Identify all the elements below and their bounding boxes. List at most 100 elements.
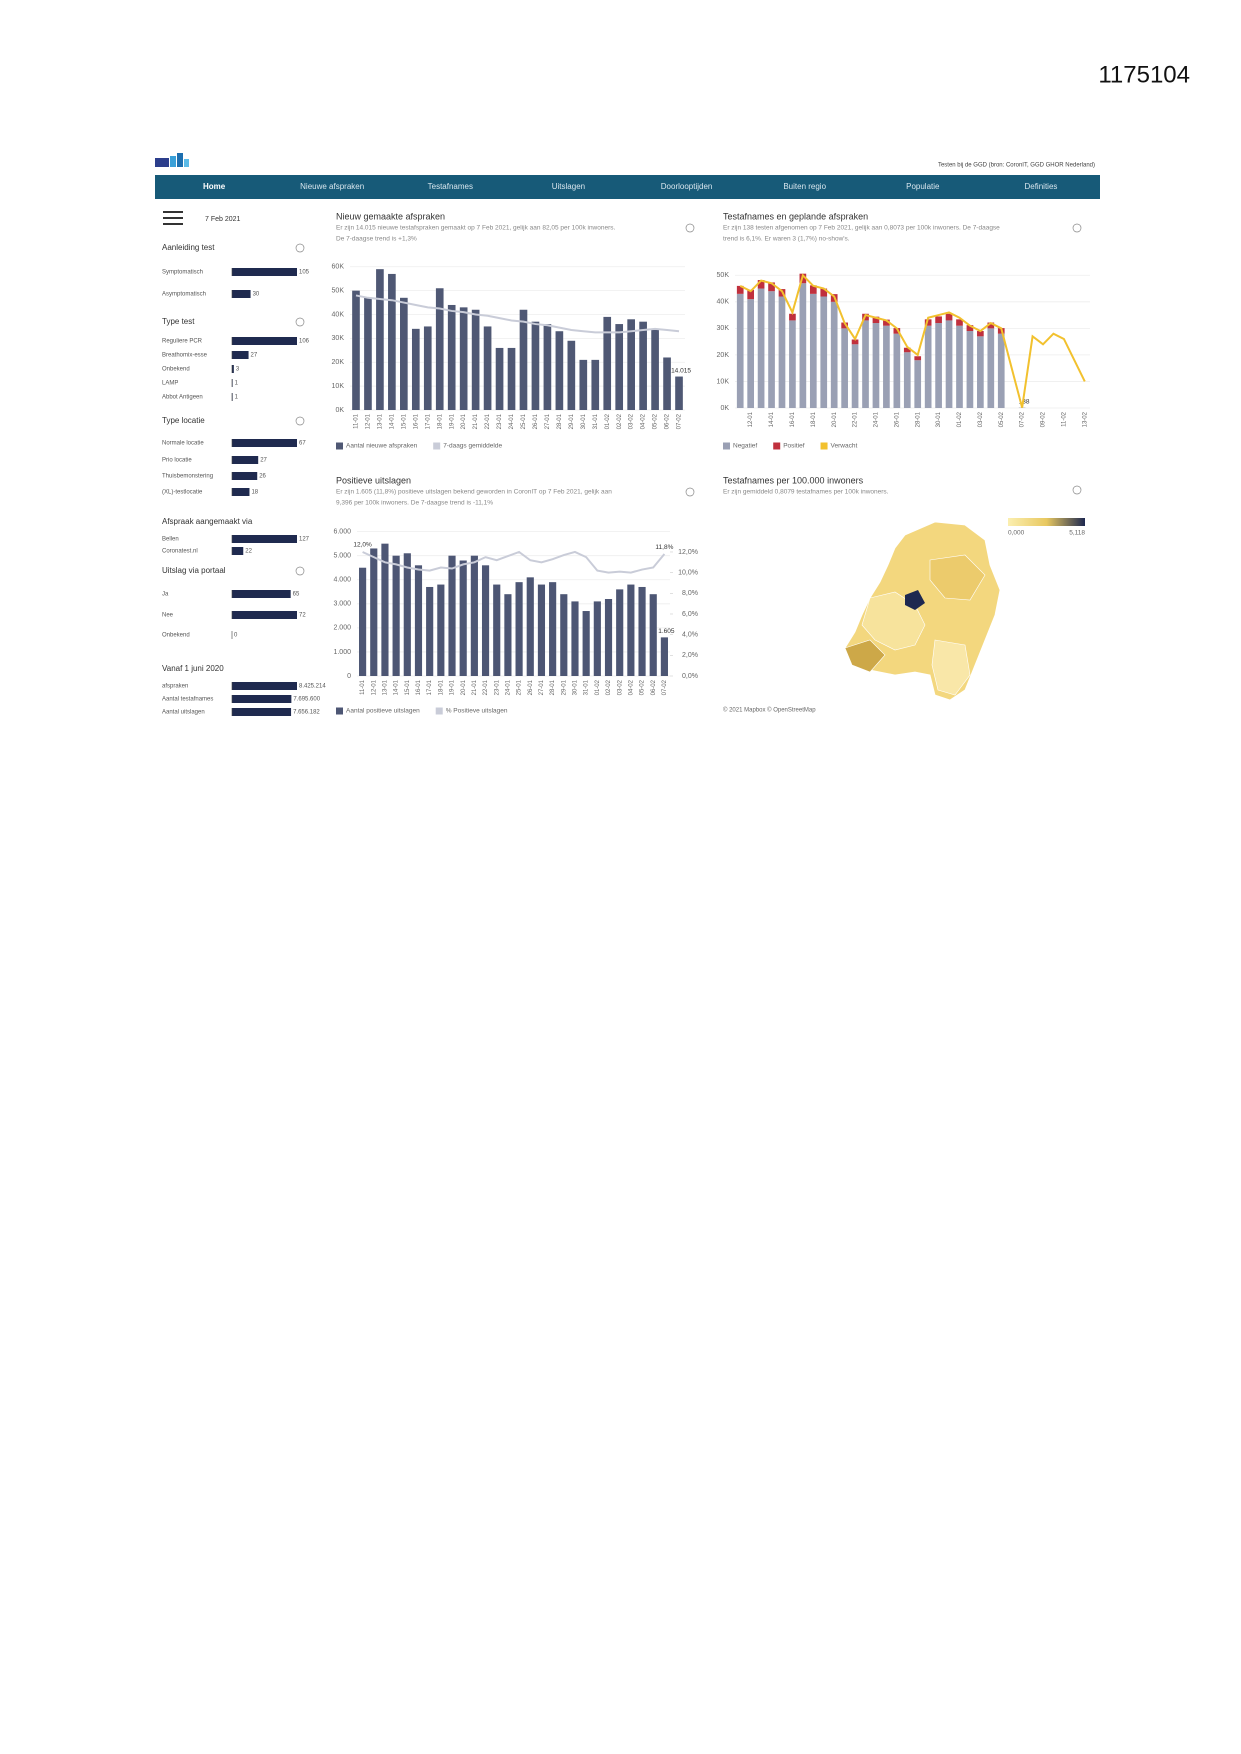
bar (627, 319, 635, 410)
x-tick-label: 16-01 (416, 679, 422, 695)
bar (423, 326, 432, 410)
nav-item[interactable]: Populatie (906, 182, 940, 191)
bar (470, 555, 478, 676)
bar (414, 565, 423, 676)
bar (639, 321, 647, 410)
legend-label: Aantal nieuwe afspraken (346, 443, 418, 450)
x-tick-label: 05-02 (999, 411, 1005, 427)
hamburger[interactable] (163, 211, 183, 225)
nav-item[interactable]: Definities (1024, 182, 1057, 191)
info-icon[interactable] (295, 317, 305, 327)
bar (966, 331, 974, 408)
info-icon[interactable] (295, 566, 305, 576)
bar (966, 325, 974, 332)
x-tick-label: 24-01 (874, 411, 880, 427)
chart-title: Testafnames en geplande afspraken (723, 211, 868, 221)
bar (924, 325, 932, 408)
bar (809, 285, 817, 294)
bar (493, 584, 501, 676)
bar (495, 347, 504, 410)
x-tick-label: 01-02 (595, 679, 601, 695)
value-label: 14.015 (671, 367, 691, 374)
nav-item[interactable]: Doorlooptijden (661, 182, 713, 191)
info-icon[interactable] (685, 223, 695, 233)
bar (841, 328, 848, 408)
bar (675, 376, 683, 410)
y2-tick-label: 4,0% (682, 632, 698, 639)
bar (883, 325, 890, 408)
bar (519, 309, 528, 410)
nav-item[interactable]: Home (203, 182, 226, 191)
x-tick-label: 28-01 (550, 679, 556, 695)
x-tick-label: 31-01 (593, 413, 599, 429)
info-icon[interactable] (1072, 223, 1082, 233)
y2-tick-label: 6,0% (682, 611, 698, 618)
x-tick-label: 30-01 (581, 413, 587, 429)
nav-item[interactable]: Buiten regio (783, 182, 826, 191)
x-tick-label: 04-02 (628, 679, 634, 695)
bar (987, 328, 995, 408)
x-tick-label: 28-01 (557, 413, 563, 429)
bar (977, 336, 984, 408)
x-tick-label: 28-01 (915, 411, 921, 427)
x-tick-label: 26-01 (533, 413, 539, 429)
bar (515, 582, 523, 676)
bar (582, 611, 590, 676)
x-tick-label: 16-01 (790, 411, 796, 427)
bar (935, 316, 942, 324)
bar (903, 347, 911, 353)
bar (359, 567, 367, 676)
info-icon[interactable] (1072, 485, 1082, 495)
legend-swatch (435, 707, 443, 715)
bar (651, 328, 659, 410)
bar (768, 282, 775, 292)
map-credit: © 2021 Mapbox © OpenStreetMap (723, 707, 816, 714)
x-tick-label: 17-01 (427, 679, 433, 695)
x-tick-label: 26-01 (528, 679, 534, 695)
x-tick-label: 18-01 (437, 413, 443, 429)
item-label: Reguliere PCR (162, 339, 203, 345)
bar (914, 360, 922, 408)
x-tick-label: 22-01 (485, 413, 491, 429)
bar (537, 584, 546, 676)
bar (400, 297, 408, 410)
nav-item[interactable]: Uitslagen (552, 182, 585, 191)
bar (616, 589, 624, 676)
item-label: Onbekend (162, 367, 190, 373)
legend-label: Verwacht (831, 443, 858, 450)
item-label: Aantal uitslagen (162, 710, 205, 716)
x-tick-label: 18-01 (811, 411, 817, 427)
x-tick-label: 24-01 (509, 413, 515, 429)
bar (543, 324, 552, 410)
x-tick-label: 11-02 (1061, 411, 1067, 427)
x-tick-label: 23-01 (494, 679, 500, 695)
bar (447, 304, 456, 410)
item-bar (232, 488, 250, 496)
y-tick-label: 6.000 (333, 528, 351, 535)
x-tick-label: 12-01 (366, 413, 372, 429)
y-tick-label: 10K (717, 378, 730, 385)
x-tick-label: 30-01 (936, 411, 942, 427)
x-tick-label: 12-01 (748, 411, 754, 427)
info-icon[interactable] (295, 416, 305, 426)
legend-swatch (773, 442, 781, 450)
item-bar (232, 365, 234, 373)
item-bar (232, 590, 291, 598)
item-value: 72 (299, 613, 306, 619)
map-subtitle: Er zijn gemiddeld 0,8079 testafnames per… (723, 489, 889, 496)
y-tick-label: 30K (332, 335, 345, 342)
nav-item[interactable]: Nieuwe afspraken (300, 182, 364, 191)
bar (579, 359, 588, 410)
info-icon[interactable] (685, 487, 695, 497)
item-bar (232, 682, 297, 690)
value-label: 1.605 (658, 628, 675, 635)
bar (593, 601, 601, 676)
item-bar (232, 290, 251, 298)
info-icon[interactable] (295, 243, 305, 253)
nav-item[interactable]: Testafnames (428, 182, 473, 191)
bar (841, 322, 848, 329)
item-bar (232, 611, 297, 619)
bar (914, 356, 922, 361)
legend-swatch (723, 442, 730, 450)
